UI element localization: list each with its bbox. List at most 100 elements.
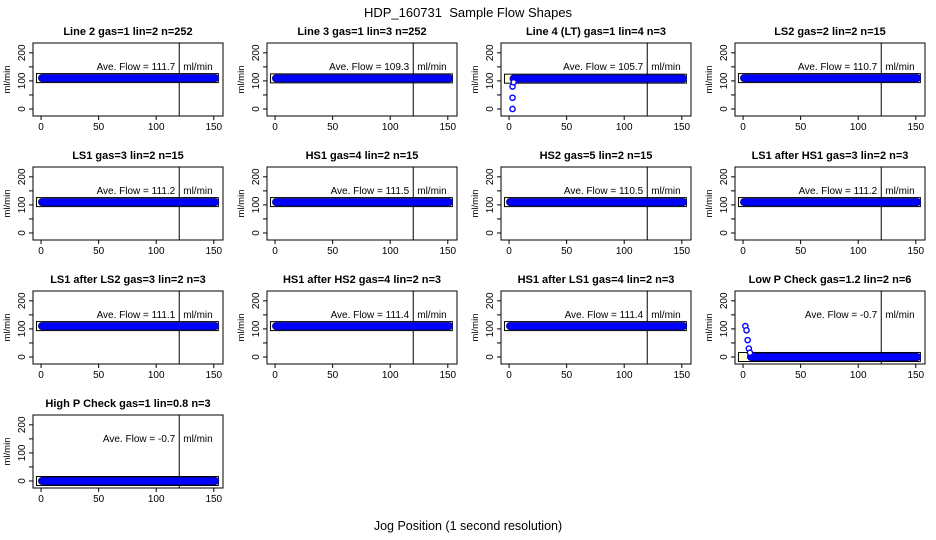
x-tick-label: 50 — [93, 122, 105, 133]
y-axis-label: ml/min — [2, 190, 13, 218]
data-point — [509, 94, 516, 102]
unit-label: ml/min — [183, 186, 212, 197]
panel-canvas: HS1 gas=4 lin=2 n=15 Ave. Flow = 111.5 ml/… — [236, 150, 458, 257]
panel-canvas: LS1 after HS1 gas=3 lin=2 n=3 Ave. Flow =… — [704, 150, 926, 257]
panel-title: HS1 after LS1 gas=4 lin=2 n=3 — [518, 274, 675, 286]
x-tick-label: 0 — [38, 246, 44, 257]
panel-canvas: Low P Check gas=1.2 lin=2 n=6 Ave. Flow =… — [704, 274, 926, 381]
x-tick-label: 0 — [506, 122, 512, 133]
y-axis-label: ml/min — [704, 314, 715, 342]
x-tick-label: 0 — [272, 122, 278, 133]
y-axis-label: ml/min — [704, 190, 715, 218]
y-tick-label: 100 — [251, 72, 262, 89]
unit-label: ml/min — [651, 310, 680, 321]
x-tick-label: 0 — [38, 494, 44, 505]
unit-label: ml/min — [183, 62, 212, 73]
ave-flow-annotation: Ave. Flow = -0.7 — [103, 434, 176, 445]
unit-label: ml/min — [885, 186, 914, 197]
x-tick-label: 100 — [616, 246, 633, 257]
plot-panel: HS1 after LS1 gas=4 lin=2 n=3 Ave. Flow =… — [468, 270, 702, 394]
y-axis-label: ml/min — [236, 190, 247, 218]
plot-panel: HS2 gas=5 lin=2 n=15 Ave. Flow = 110.5 ml/… — [468, 146, 702, 270]
plot-panel: Line 2 gas=1 lin=2 n=252 Ave. Flow = 111.… — [0, 22, 234, 146]
plot-panel: LS1 after HS1 gas=3 lin=2 n=3 Ave. Flow =… — [702, 146, 936, 270]
x-tick-label: 0 — [38, 122, 44, 133]
panel-canvas: HS1 after HS2 gas=4 lin=2 n=3 Ave. Flow =… — [236, 274, 458, 381]
y-tick-label: 100 — [485, 320, 496, 337]
unit-label: ml/min — [183, 310, 212, 321]
x-tick-label: 50 — [561, 370, 573, 381]
panel-title: LS1 after HS1 gas=3 lin=2 n=3 — [752, 150, 909, 162]
y-tick-label: 200 — [719, 292, 730, 309]
plot-panel: Low P Check gas=1.2 lin=2 n=6 Ave. Flow =… — [702, 270, 936, 394]
y-tick-label: 100 — [485, 196, 496, 213]
y-tick-label: 200 — [251, 44, 262, 61]
y-axis-label: ml/min — [2, 438, 13, 466]
panel-title: LS2 gas=2 lin=2 n=15 — [774, 26, 886, 38]
y-axis-label: ml/min — [236, 314, 247, 342]
y-axis-label: ml/min — [2, 66, 13, 94]
data-band — [272, 74, 454, 83]
y-tick-label: 200 — [719, 168, 730, 185]
plot-panel: Line 4 (LT) gas=1 lin=4 n=3 Ave. Flow = 1… — [468, 22, 702, 146]
x-tick-label: 50 — [327, 122, 339, 133]
y-tick-label: 100 — [17, 196, 28, 213]
panel-title: LS1 gas=3 lin=2 n=15 — [72, 150, 184, 162]
x-tick-label: 100 — [616, 370, 633, 381]
x-tick-label: 150 — [205, 370, 222, 381]
unit-label: ml/min — [417, 310, 446, 321]
panel-canvas: High P Check gas=1 lin=0.8 n=3 Ave. Flow … — [2, 398, 224, 505]
panel-title: HS1 after HS2 gas=4 lin=2 n=3 — [283, 274, 441, 286]
panel-title: Line 2 gas=1 lin=2 n=252 — [63, 26, 192, 38]
plot-panel: LS1 after LS2 gas=3 lin=2 n=3 Ave. Flow =… — [0, 270, 234, 394]
y-tick-label: 200 — [17, 292, 28, 309]
y-tick-label: 0 — [719, 354, 730, 360]
y-tick-label: 100 — [251, 196, 262, 213]
data-band — [740, 198, 922, 207]
data-band — [38, 74, 220, 83]
panel-canvas: LS2 gas=2 lin=2 n=15 Ave. Flow = 110.7 ml/… — [704, 26, 926, 133]
unit-label: ml/min — [417, 62, 446, 73]
x-axis-caption: Jog Position (1 second resolution) — [373, 519, 563, 533]
data-band — [506, 198, 688, 207]
y-tick-label: 200 — [17, 44, 28, 61]
y-tick-label: 100 — [719, 196, 730, 213]
x-tick-label: 150 — [673, 370, 690, 381]
x-tick-label: 100 — [616, 122, 633, 133]
panel-canvas: HS2 gas=5 lin=2 n=15 Ave. Flow = 110.5 ml/… — [470, 150, 692, 257]
y-tick-label: 200 — [17, 416, 28, 433]
panel-canvas: HS1 after LS1 gas=4 lin=2 n=3 Ave. Flow =… — [470, 274, 692, 381]
data-point — [510, 79, 517, 86]
y-tick-label: 200 — [485, 292, 496, 309]
y-axis-label: ml/min — [470, 66, 481, 94]
plot-box — [734, 166, 926, 241]
x-tick-label: 50 — [93, 494, 105, 505]
panel-title: HS1 gas=4 lin=2 n=15 — [306, 150, 419, 162]
x-tick-label: 150 — [439, 246, 456, 257]
x-tick-label: 50 — [327, 246, 339, 257]
ave-flow-annotation: Ave. Flow = 109.3 — [329, 62, 410, 73]
x-tick-label: 100 — [382, 122, 399, 133]
x-tick-label: 0 — [506, 246, 512, 257]
y-tick-label: 200 — [17, 168, 28, 185]
x-tick-label: 100 — [148, 122, 165, 133]
y-tick-label: 100 — [251, 320, 262, 337]
ave-flow-annotation: Ave. Flow = -0.7 — [805, 310, 878, 321]
ave-flow-annotation: Ave. Flow = 111.7 — [97, 62, 176, 73]
y-tick-label: 100 — [719, 320, 730, 337]
x-tick-label: 100 — [382, 246, 399, 257]
x-tick-label: 150 — [907, 122, 924, 133]
x-tick-label: 0 — [740, 246, 746, 257]
x-tick-label: 50 — [93, 246, 105, 257]
y-tick-label: 0 — [17, 354, 28, 360]
x-tick-label: 150 — [673, 246, 690, 257]
data-point — [746, 349, 754, 357]
x-tick-label: 150 — [205, 494, 222, 505]
panel-canvas: Line 2 gas=1 lin=2 n=252 Ave. Flow = 111.… — [2, 26, 224, 133]
ave-flow-annotation: Ave. Flow = 111.2 — [799, 186, 878, 197]
x-tick-label: 0 — [740, 370, 746, 381]
data-point — [509, 105, 516, 113]
x-tick-label: 50 — [795, 246, 807, 257]
x-tick-label: 100 — [382, 370, 399, 381]
panel-title: Line 4 (LT) gas=1 lin=4 n=3 — [526, 26, 666, 38]
